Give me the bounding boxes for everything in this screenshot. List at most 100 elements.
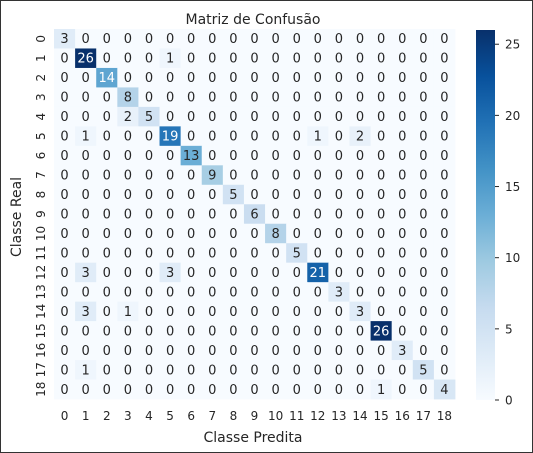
cell-value-label: 0: [60, 188, 68, 203]
heatmap-cell: [180, 243, 203, 264]
heatmap-cell: [159, 67, 182, 88]
heatmap-cell: [286, 204, 308, 225]
heatmap-cell: [391, 184, 414, 205]
heatmap-cell: [159, 145, 182, 166]
heatmap-cell: [265, 301, 287, 322]
cell-value-label: 0: [82, 246, 90, 261]
cell-value-label: 0: [419, 305, 427, 320]
heatmap-cell: [117, 321, 139, 341]
heatmap-cell: [370, 321, 393, 341]
heatmap-cell: [54, 321, 76, 341]
cell-value-label: 0: [229, 110, 237, 125]
cell-value-label: 0: [82, 169, 90, 184]
heatmap-cell: [117, 204, 139, 225]
heatmap-cell: [265, 67, 287, 88]
cell-value-label: 0: [103, 188, 111, 203]
cell-value-label: 0: [145, 32, 153, 47]
cell-value-label: 0: [377, 169, 385, 184]
heatmap-cell: [433, 165, 456, 186]
heatmap-cell: [159, 282, 182, 303]
cell-value-label: 0: [271, 52, 279, 67]
cell-value-label: 0: [398, 324, 406, 339]
heatmap-cell: [138, 321, 160, 341]
y-tick-label: 18: [34, 382, 48, 397]
cell-value-label: 26: [77, 52, 94, 67]
heatmap-cell: [328, 301, 350, 322]
cell-value-label: 0: [314, 246, 322, 261]
cell-value-label: 0: [293, 149, 301, 164]
cell-value-label: 0: [166, 71, 174, 86]
heatmap-cell: [265, 106, 287, 127]
heatmap-cell: [138, 87, 160, 108]
heatmap-cell: [328, 126, 350, 147]
heatmap-cell: [349, 360, 371, 380]
cell-value-label: 0: [314, 149, 322, 164]
cell-value-label: 0: [271, 149, 279, 164]
heatmap-cell: [180, 67, 203, 88]
cell-value-label: 0: [166, 188, 174, 203]
cell-value-label: 0: [398, 227, 406, 242]
heatmap-cell: [201, 106, 224, 127]
heatmap-cell: [117, 340, 139, 361]
cell-value-label: 0: [124, 363, 132, 378]
heatmap-cell: [138, 223, 160, 244]
heatmap-cell: [433, 126, 456, 147]
heatmap-cell: [265, 262, 287, 283]
heatmap-cell: [328, 243, 350, 264]
cell-value-label: 0: [398, 208, 406, 223]
heatmap-cell: [201, 379, 224, 400]
cell-value-label: 13: [183, 149, 200, 164]
cell-value-label: 0: [208, 285, 216, 300]
cell-value-label: 21: [310, 266, 327, 281]
cell-value-label: 0: [377, 227, 385, 242]
heatmap-cell: [286, 48, 308, 69]
cell-value-label: 0: [356, 285, 364, 300]
heatmap-cell: [349, 48, 371, 69]
heatmap-cell: [138, 204, 160, 225]
cell-value-label: 0: [293, 52, 301, 67]
heatmap-cell: [201, 340, 224, 361]
cell-value-label: 0: [250, 71, 258, 86]
heatmap-cell: [370, 340, 393, 361]
heatmap-cell: [328, 360, 350, 380]
heatmap-cell: [349, 282, 371, 303]
heatmap-cell: [75, 48, 97, 69]
heatmap-cell: [138, 360, 160, 380]
cell-value-label: 0: [440, 208, 448, 223]
cell-value-label: 0: [124, 208, 132, 223]
cell-value-label: 0: [377, 32, 385, 47]
cell-value-label: 0: [60, 110, 68, 125]
cell-value-label: 0: [103, 110, 111, 125]
heatmap-cell: [433, 360, 456, 380]
heatmap-cell: [265, 87, 287, 108]
cell-value-label: 0: [293, 266, 301, 281]
cell-value-label: 0: [229, 52, 237, 67]
heatmap-cell: [412, 87, 435, 108]
cell-value-label: 0: [419, 285, 427, 300]
heatmap-cell: [328, 321, 350, 341]
cell-value-label: 0: [82, 383, 90, 398]
heatmap-cell: [370, 165, 393, 186]
cell-value-label: 6: [250, 208, 258, 223]
heatmap-cell: [307, 360, 329, 380]
cell-value-label: 0: [271, 130, 279, 145]
cell-value-label: 0: [187, 305, 195, 320]
cell-value-label: 0: [271, 169, 279, 184]
cell-value-label: 0: [271, 208, 279, 223]
heatmap-cell: [201, 29, 224, 49]
heatmap-cell: [138, 126, 160, 147]
heatmap-cell: [54, 301, 76, 322]
heatmap-cell: [433, 106, 456, 127]
heatmap-cell: [117, 87, 139, 108]
cell-value-label: 0: [271, 32, 279, 47]
cell-value-label: 0: [208, 246, 216, 261]
cell-value-label: 0: [419, 246, 427, 261]
cell-value-label: 0: [166, 305, 174, 320]
heatmap-cell: [201, 223, 224, 244]
cell-value-label: 0: [103, 266, 111, 281]
heatmap-cell: [159, 165, 182, 186]
cell-value-label: 0: [440, 91, 448, 106]
cell-value-label: 0: [356, 208, 364, 223]
cell-value-label: 0: [335, 305, 343, 320]
heatmap-cell: [328, 145, 350, 166]
